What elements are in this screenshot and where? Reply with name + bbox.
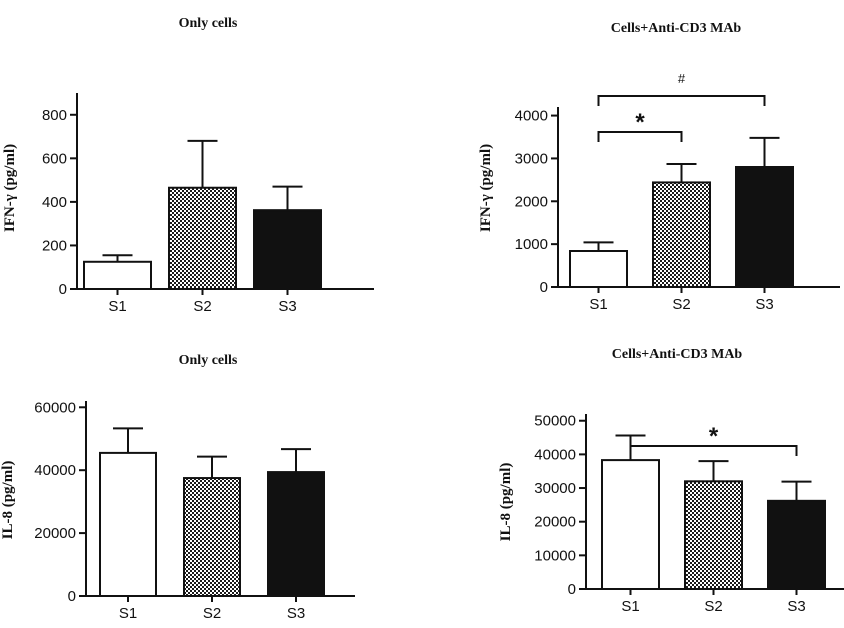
y-tick-label: 40000 <box>34 462 76 479</box>
bar-s3 <box>267 471 325 598</box>
x-tick-label: S1 <box>108 298 126 315</box>
y-axis-label: IFN-γ (pg/ml) <box>2 144 18 232</box>
x-tick-label: S3 <box>287 605 305 622</box>
significance-marker: # <box>678 71 686 86</box>
y-tick-label: 60000 <box>34 399 76 416</box>
bar-s1 <box>569 250 628 288</box>
bar-s1 <box>99 451 157 598</box>
bar-s1 <box>83 260 152 290</box>
significance-bracket <box>597 95 766 106</box>
y-tick-label: 0 <box>68 588 76 605</box>
y-tick-label: 3000 <box>515 150 548 167</box>
chart-panel-il8-only-cells: Only cells IL-8 (pg/ml) 0 20000 40000 60000… <box>0 353 355 622</box>
chart-title: Only cells <box>179 353 238 368</box>
x-tick-label: S1 <box>119 605 137 622</box>
chart-panel-il8-anti-cd3: Cells+Anti-CD3 MAb IL-8 (pg/ml) 0 10000 20… <box>498 347 844 615</box>
bar-s3 <box>735 166 794 288</box>
bar-s2 <box>684 480 743 590</box>
y-tick-label: 50000 <box>534 413 576 430</box>
y-tick-label: 800 <box>42 107 67 124</box>
bar-s1 <box>601 459 660 590</box>
y-tick-label: 600 <box>42 150 67 167</box>
y-axis-label: IL-8 (pg/ml) <box>498 463 514 542</box>
chart-marks: 0 1000 2000 3000 4000 S1 S2 S3 * # <box>515 71 840 313</box>
chart-marks: 0 200 400 600 800 S1 S2 S3 <box>42 93 374 315</box>
y-tick-label: 4000 <box>515 108 548 125</box>
significance-bracket <box>597 131 683 142</box>
bar-s3 <box>767 499 826 591</box>
y-axis-label: IFN-γ (pg/ml) <box>478 144 494 232</box>
significance-marker: * <box>635 109 645 136</box>
y-tick-label: 2000 <box>515 193 548 210</box>
bar-s2 <box>652 181 711 288</box>
significance-bracket <box>629 445 798 456</box>
y-tick-label: 0 <box>568 581 576 598</box>
y-tick-label: 1000 <box>515 236 548 253</box>
significance-marker: * <box>709 423 719 450</box>
x-tick-label: S2 <box>672 296 690 313</box>
bar-s2 <box>183 477 241 598</box>
y-tick-label: 200 <box>42 237 67 254</box>
bar-s2 <box>168 186 237 291</box>
bar-s3 <box>253 209 322 290</box>
chart-panel-ifn-only-cells: Only cells IFN-γ (pg/ml) 0 200 400 600 800 S1… <box>2 16 374 315</box>
x-tick-label: S3 <box>278 298 296 315</box>
chart-panel-ifn-anti-cd3: Cells+Anti-CD3 MAb IFN-γ (pg/ml) 0 1000 20… <box>478 21 840 313</box>
y-tick-label: 0 <box>540 279 548 296</box>
y-tick-label: 30000 <box>534 480 576 497</box>
x-tick-label: S1 <box>621 598 639 615</box>
y-tick-label: 10000 <box>534 547 576 564</box>
chart-marks: 0 20000 40000 60000 S1 S2 S3 <box>34 399 355 622</box>
x-tick-label: S3 <box>755 296 773 313</box>
chart-title: Only cells <box>179 16 238 31</box>
x-tick-label: S3 <box>787 598 805 615</box>
x-tick-label: S2 <box>704 598 722 615</box>
y-tick-label: 400 <box>42 194 67 211</box>
x-tick-label: S1 <box>589 296 607 313</box>
chart-title: Cells+Anti-CD3 MAb <box>611 21 742 36</box>
y-tick-label: 20000 <box>34 525 76 542</box>
y-tick-label: 20000 <box>534 514 576 531</box>
chart-marks: 0 10000 20000 30000 40000 50000 S1 S2 S3 * <box>534 413 844 615</box>
chart-title: Cells+Anti-CD3 MAb <box>612 347 743 362</box>
y-tick-label: 0 <box>59 281 67 298</box>
y-axis-label: IL-8 (pg/ml) <box>0 461 16 540</box>
x-tick-label: S2 <box>203 605 221 622</box>
x-tick-label: S2 <box>193 298 211 315</box>
y-tick-label: 40000 <box>534 446 576 463</box>
